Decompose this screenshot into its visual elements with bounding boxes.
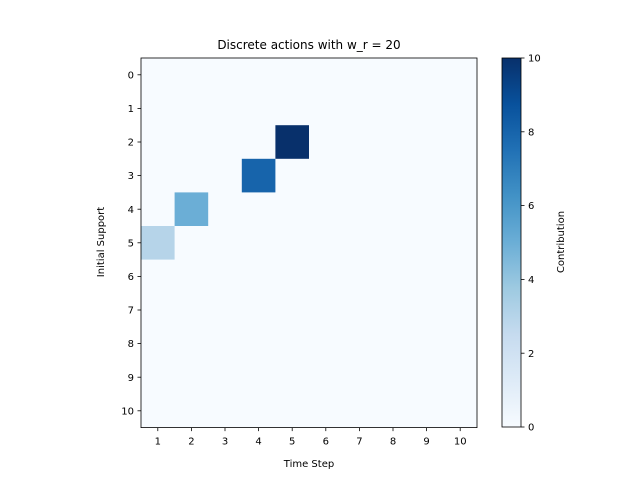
- colorbar-tick-label: 6: [528, 201, 534, 212]
- x-tick-label: 3: [222, 437, 228, 448]
- heatmap-background: [141, 58, 477, 428]
- x-axis-label: Time Step: [283, 459, 334, 470]
- y-tick-label: 2: [128, 138, 134, 149]
- x-tick-label: 9: [423, 437, 429, 448]
- colorbar: 0 2 4 6 8 10: [501, 54, 541, 434]
- y-tick-label: 3: [128, 171, 134, 182]
- x-tick-label: 1: [155, 437, 161, 448]
- y-tick-label: 7: [128, 306, 134, 317]
- x-tick-label: 5: [289, 437, 295, 448]
- y-axis-label: Initial Support: [96, 207, 107, 277]
- y-tick-label: 5: [128, 238, 134, 249]
- x-tick-label: 7: [356, 437, 362, 448]
- heatmap-cell: [275, 125, 309, 159]
- y-tick-label: 10: [121, 406, 134, 417]
- colorbar-label: Contribution: [556, 211, 567, 273]
- y-tick-label: 6: [128, 272, 134, 283]
- heatmap-cell: [241, 158, 276, 193]
- colorbar-tick-label: 2: [528, 349, 534, 360]
- plot-area: 1 2 3 4 5 6 7 8 9 10 0 1 2 3 4 5 6 7 8 9 10: [121, 57, 478, 448]
- heatmap-cell: [174, 192, 209, 226]
- y-tick-label: 0: [128, 70, 134, 81]
- x-tick-label: 2: [188, 437, 194, 448]
- y-tick-label: 9: [128, 373, 134, 384]
- y-tick-label: 1: [128, 104, 134, 115]
- colorbar-gradient: [501, 57, 522, 428]
- x-tick-label: 10: [454, 437, 467, 448]
- x-tick-label: 4: [255, 437, 261, 448]
- colorbar-tick-label: 8: [528, 127, 534, 138]
- colorbar-tick-label: 10: [528, 54, 541, 65]
- y-tick-label: 8: [128, 339, 134, 350]
- heatmap-cell: [141, 226, 175, 260]
- x-tick-label: 6: [323, 437, 329, 448]
- colorbar-tick-label: 0: [528, 423, 534, 434]
- x-tick-label: 8: [390, 437, 396, 448]
- y-tick-label: 4: [128, 205, 134, 216]
- chart-title: Discrete actions with w_r = 20: [217, 38, 400, 52]
- colorbar-tick-label: 4: [528, 275, 534, 286]
